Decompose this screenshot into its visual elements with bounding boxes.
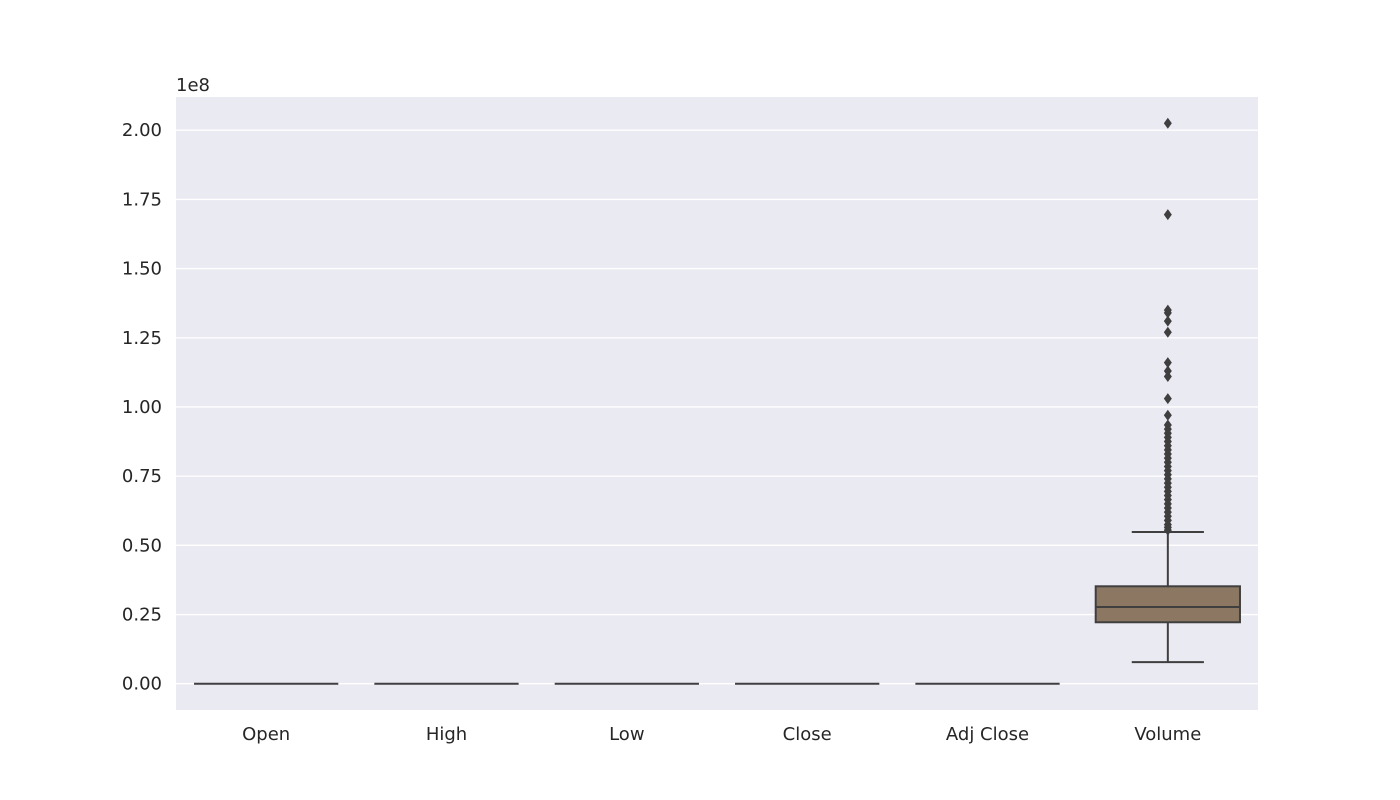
- outlier-point: [1163, 419, 1172, 431]
- boxes: [194, 117, 1241, 685]
- outlier-point: [1163, 393, 1172, 405]
- x-tick-labels: Open High Low Close Adj Close Volume: [242, 724, 1201, 745]
- outlier-point: [1163, 304, 1172, 316]
- outlier-point: [1163, 315, 1172, 327]
- y-tick-label: 1.00: [122, 397, 162, 418]
- y-tick-label: 1.75: [122, 189, 162, 210]
- x-tick-label: Low: [609, 724, 644, 745]
- grid-lines: [176, 129, 1258, 685]
- y-tick-label: 0.25: [122, 605, 162, 626]
- outlier-point: [1163, 326, 1172, 338]
- outlier-point: [1163, 209, 1172, 221]
- box-iqr: [1094, 585, 1241, 624]
- x-tick-label: Close: [783, 724, 832, 745]
- y-tick-label: 0.00: [122, 674, 162, 695]
- outlier-point: [1163, 117, 1172, 129]
- outlier-point: [1163, 365, 1172, 377]
- outlier-point: [1163, 357, 1172, 369]
- x-tick-label: Open: [242, 724, 290, 745]
- y-tick-label: 2.00: [122, 120, 162, 141]
- y-tick-label: 1.50: [122, 259, 162, 280]
- outlier-point: [1163, 409, 1172, 421]
- y-tick-label: 0.75: [122, 466, 162, 487]
- outlier-point: [1163, 371, 1172, 383]
- y-offset-label: 1e8: [176, 75, 210, 96]
- x-tick-label: High: [426, 724, 467, 745]
- y-tick-labels: 0.00 0.25 0.50 0.75 1.00 1.25 1.50 1.75 2.00: [122, 120, 162, 694]
- y-tick-label: 1.25: [122, 328, 162, 349]
- x-tick-label: Adj Close: [946, 724, 1029, 745]
- x-tick-label: Volume: [1134, 724, 1201, 745]
- y-tick-label: 0.50: [122, 535, 162, 556]
